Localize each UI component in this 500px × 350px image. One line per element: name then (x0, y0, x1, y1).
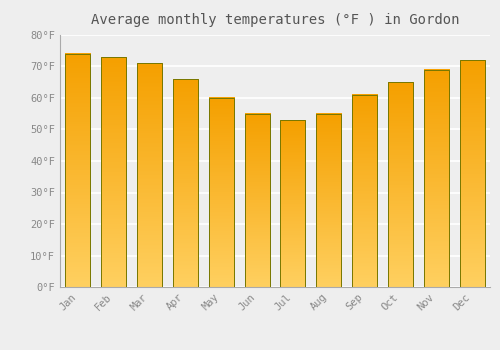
Title: Average monthly temperatures (°F ) in Gordon: Average monthly temperatures (°F ) in Go… (91, 13, 459, 27)
Bar (137, 63, 162, 287)
Bar (173, 79, 198, 287)
Bar (244, 114, 270, 287)
Bar (66, 54, 90, 287)
Bar (424, 70, 449, 287)
Bar (460, 60, 484, 287)
Bar (316, 114, 342, 287)
Bar (208, 98, 234, 287)
Bar (388, 82, 413, 287)
Bar (280, 120, 305, 287)
Bar (352, 95, 377, 287)
Bar (101, 57, 126, 287)
